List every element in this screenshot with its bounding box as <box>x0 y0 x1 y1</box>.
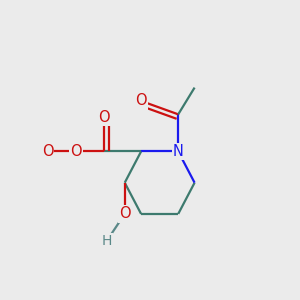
Text: O: O <box>98 110 110 125</box>
Text: N: N <box>173 144 184 159</box>
Text: O: O <box>135 94 147 109</box>
Text: H: H <box>102 234 112 248</box>
Text: O: O <box>70 144 82 159</box>
Text: O: O <box>119 206 130 221</box>
Text: O: O <box>42 144 53 159</box>
